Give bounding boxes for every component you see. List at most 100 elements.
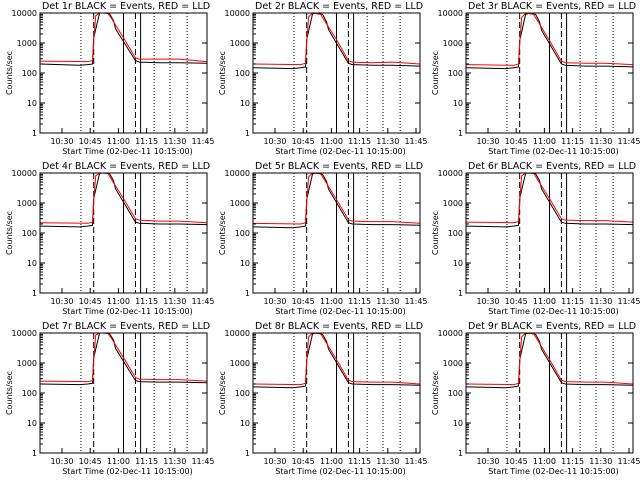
series-line-lld bbox=[253, 333, 420, 386]
x-tick-label: 11:45 bbox=[617, 137, 640, 146]
panel-title: Det 8r BLACK = Events, RED = LLD bbox=[255, 321, 423, 332]
chart-panel: Det 5r BLACK = Events, RED = LLD 1 10 100 10… bbox=[218, 161, 428, 316]
x-tick-label: 11:45 bbox=[617, 457, 640, 466]
y-tick-label: 10 bbox=[27, 419, 37, 428]
x-tick-label: 11:30 bbox=[589, 457, 612, 466]
x-axis-label: Start Time (02-Dec-11 10:15:00) bbox=[275, 147, 406, 156]
x-axis-label: Start Time (02-Dec-11 10:15:00) bbox=[62, 147, 193, 156]
y-tick-label: 1 bbox=[458, 129, 463, 138]
x-tick-label: 11:45 bbox=[191, 137, 214, 146]
x-tick-label: 11:30 bbox=[589, 297, 612, 306]
y-tick-label: 1000 bbox=[443, 199, 463, 208]
series-line-lld bbox=[40, 13, 207, 63]
series-line-events bbox=[253, 173, 420, 229]
chart-panel: Det 4r BLACK = Events, RED = LLD 1 10 100 10… bbox=[5, 161, 215, 316]
y-tick-label: 1 bbox=[458, 289, 463, 298]
y-tick-label: 10000 bbox=[225, 169, 250, 178]
x-tick-label: 10:45 bbox=[79, 457, 102, 466]
x-tick-label: 10:45 bbox=[505, 457, 528, 466]
y-tick-label: 100 bbox=[22, 69, 37, 78]
panel-title: Det 5r BLACK = Events, RED = LLD bbox=[255, 161, 423, 172]
series-line-events bbox=[466, 333, 633, 389]
x-tick-label: 10:45 bbox=[292, 137, 315, 146]
x-tick-label: 10:45 bbox=[292, 457, 315, 466]
y-axis-label: Counts/sec bbox=[5, 211, 14, 255]
y-tick-label: 100 bbox=[22, 389, 37, 398]
x-tick-label: 10:30 bbox=[50, 457, 73, 466]
y-axis-label: Counts/sec bbox=[431, 211, 440, 255]
x-tick-label: 11:30 bbox=[163, 457, 186, 466]
y-axis-label: Counts/sec bbox=[431, 51, 440, 95]
x-tick-label: 10:45 bbox=[79, 297, 102, 306]
y-tick-label: 10 bbox=[453, 419, 463, 428]
x-tick-label: 10:45 bbox=[505, 297, 528, 306]
x-tick-label: 11:15 bbox=[561, 137, 584, 146]
x-tick-label: 11:15 bbox=[561, 297, 584, 306]
y-tick-label: 10000 bbox=[438, 329, 463, 338]
x-tick-label: 11:00 bbox=[533, 137, 556, 146]
y-tick-label: 10000 bbox=[12, 329, 37, 338]
x-tick-label: 11:15 bbox=[135, 457, 158, 466]
x-tick-label: 11:45 bbox=[617, 297, 640, 306]
y-tick-label: 1 bbox=[458, 449, 463, 458]
x-tick-label: 11:45 bbox=[191, 457, 214, 466]
series-line-events bbox=[253, 333, 420, 389]
x-tick-label: 11:30 bbox=[376, 137, 399, 146]
y-tick-label: 1000 bbox=[17, 39, 37, 48]
panel-title: Det 7r BLACK = Events, RED = LLD bbox=[42, 321, 210, 332]
x-tick-label: 11:30 bbox=[163, 297, 186, 306]
y-tick-label: 1 bbox=[32, 129, 37, 138]
series-line-lld bbox=[466, 13, 633, 66]
y-tick-label: 10000 bbox=[225, 329, 250, 338]
series-line-lld bbox=[253, 13, 420, 66]
y-tick-label: 100 bbox=[448, 389, 463, 398]
y-axis-label: Counts/sec bbox=[431, 371, 440, 415]
y-tick-label: 10 bbox=[27, 99, 37, 108]
panel-title: Det 9r BLACK = Events, RED = LLD bbox=[468, 321, 636, 332]
y-tick-label: 100 bbox=[235, 69, 250, 78]
x-tick-label: 11:00 bbox=[320, 137, 343, 146]
x-tick-label: 11:15 bbox=[135, 137, 158, 146]
x-tick-label: 10:30 bbox=[263, 457, 286, 466]
x-tick-label: 10:30 bbox=[476, 137, 499, 146]
x-tick-label: 10:30 bbox=[50, 137, 73, 146]
x-tick-label: 11:15 bbox=[561, 457, 584, 466]
chart-panel: Det 8r BLACK = Events, RED = LLD 1 10 100 10… bbox=[218, 321, 428, 476]
x-tick-label: 11:15 bbox=[348, 297, 371, 306]
y-tick-label: 10000 bbox=[12, 9, 37, 18]
x-tick-label: 11:45 bbox=[191, 297, 214, 306]
x-tick-label: 10:45 bbox=[79, 137, 102, 146]
y-tick-label: 1000 bbox=[17, 199, 37, 208]
series-line-events bbox=[253, 13, 420, 70]
panel-title: Det 4r BLACK = Events, RED = LLD bbox=[42, 161, 210, 172]
y-tick-label: 1 bbox=[32, 289, 37, 298]
y-tick-label: 10 bbox=[240, 99, 250, 108]
y-tick-label: 10 bbox=[453, 259, 463, 268]
x-tick-label: 10:30 bbox=[476, 457, 499, 466]
series-line-lld bbox=[466, 333, 633, 386]
y-tick-label: 10000 bbox=[12, 169, 37, 178]
x-tick-label: 11:30 bbox=[163, 137, 186, 146]
y-tick-label: 1000 bbox=[230, 359, 250, 368]
x-axis-label: Start Time (02-Dec-11 10:15:00) bbox=[488, 467, 619, 476]
panel-title: Det 1r BLACK = Events, RED = LLD bbox=[42, 1, 210, 12]
x-tick-label: 11:00 bbox=[320, 457, 343, 466]
x-tick-label: 11:00 bbox=[533, 297, 556, 306]
x-tick-label: 10:30 bbox=[476, 297, 499, 306]
y-tick-label: 100 bbox=[235, 389, 250, 398]
x-tick-label: 11:30 bbox=[589, 137, 612, 146]
y-tick-label: 10000 bbox=[225, 9, 250, 18]
x-axis-label: Start Time (02-Dec-11 10:15:00) bbox=[488, 307, 619, 316]
x-tick-label: 10:45 bbox=[505, 137, 528, 146]
chart-panel: Det 1r BLACK = Events, RED = LLD 1 10 100 10… bbox=[5, 1, 215, 156]
x-tick-label: 10:45 bbox=[292, 297, 315, 306]
panel-title: Det 2r BLACK = Events, RED = LLD bbox=[255, 1, 423, 12]
y-tick-label: 1000 bbox=[443, 359, 463, 368]
panel-title: Det 3r BLACK = Events, RED = LLD bbox=[468, 1, 636, 12]
x-tick-label: 10:30 bbox=[50, 297, 73, 306]
x-tick-label: 11:00 bbox=[107, 297, 130, 306]
y-tick-label: 100 bbox=[448, 229, 463, 238]
x-axis-label: Start Time (02-Dec-11 10:15:00) bbox=[62, 467, 193, 476]
